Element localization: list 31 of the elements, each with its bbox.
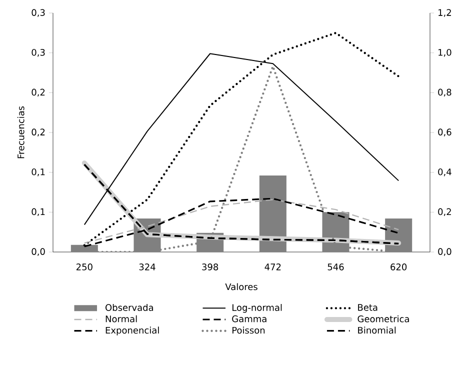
legend-label: Geometrica <box>358 315 409 322</box>
y-tick-label: 0,0 <box>32 248 45 256</box>
legend-label: Normal <box>106 315 137 322</box>
legend-label: Log-normal <box>232 304 282 313</box>
x-tick-label: 546 <box>328 264 344 270</box>
y2-tick-label: 0,0 <box>438 248 452 256</box>
y2-tick-label: 0,8 <box>438 88 452 97</box>
x-tick-label: 324 <box>139 264 156 270</box>
y-axis-title: Frecuencias <box>17 106 24 158</box>
legend-label: Gamma <box>232 315 266 322</box>
y2-tick-label: 1,0 <box>438 48 452 57</box>
y-tick-label: 0,3 <box>32 48 45 57</box>
x-tick-label: 250 <box>76 264 92 270</box>
legend-label: Poisson <box>232 326 265 334</box>
legend-label: Beta <box>358 304 378 311</box>
y2-tick-label: 0,4 <box>438 168 452 176</box>
legend-label: Binomial <box>358 326 396 334</box>
x-tick-label: 472 <box>264 264 281 270</box>
y2-tick-label: 1,2 <box>438 9 451 17</box>
x-tick-label: 398 <box>202 264 218 270</box>
y-tick-label: 0,1 <box>32 208 45 216</box>
y-tick-label: 0,3 <box>32 9 45 17</box>
legend-label: Observada <box>106 304 153 311</box>
y-tick-label: 0,1 <box>32 168 45 176</box>
y2-tick-label: 0,6 <box>438 128 452 136</box>
y-tick-label: 0,2 <box>32 88 45 97</box>
y2-tick-label: 0,2 <box>438 208 451 216</box>
legend-label: Exponencial <box>106 326 159 336</box>
y-tick-label: 0,2 <box>32 128 45 136</box>
x-axis-title: Valores <box>225 283 258 290</box>
x-tick-label: 620 <box>390 264 407 270</box>
